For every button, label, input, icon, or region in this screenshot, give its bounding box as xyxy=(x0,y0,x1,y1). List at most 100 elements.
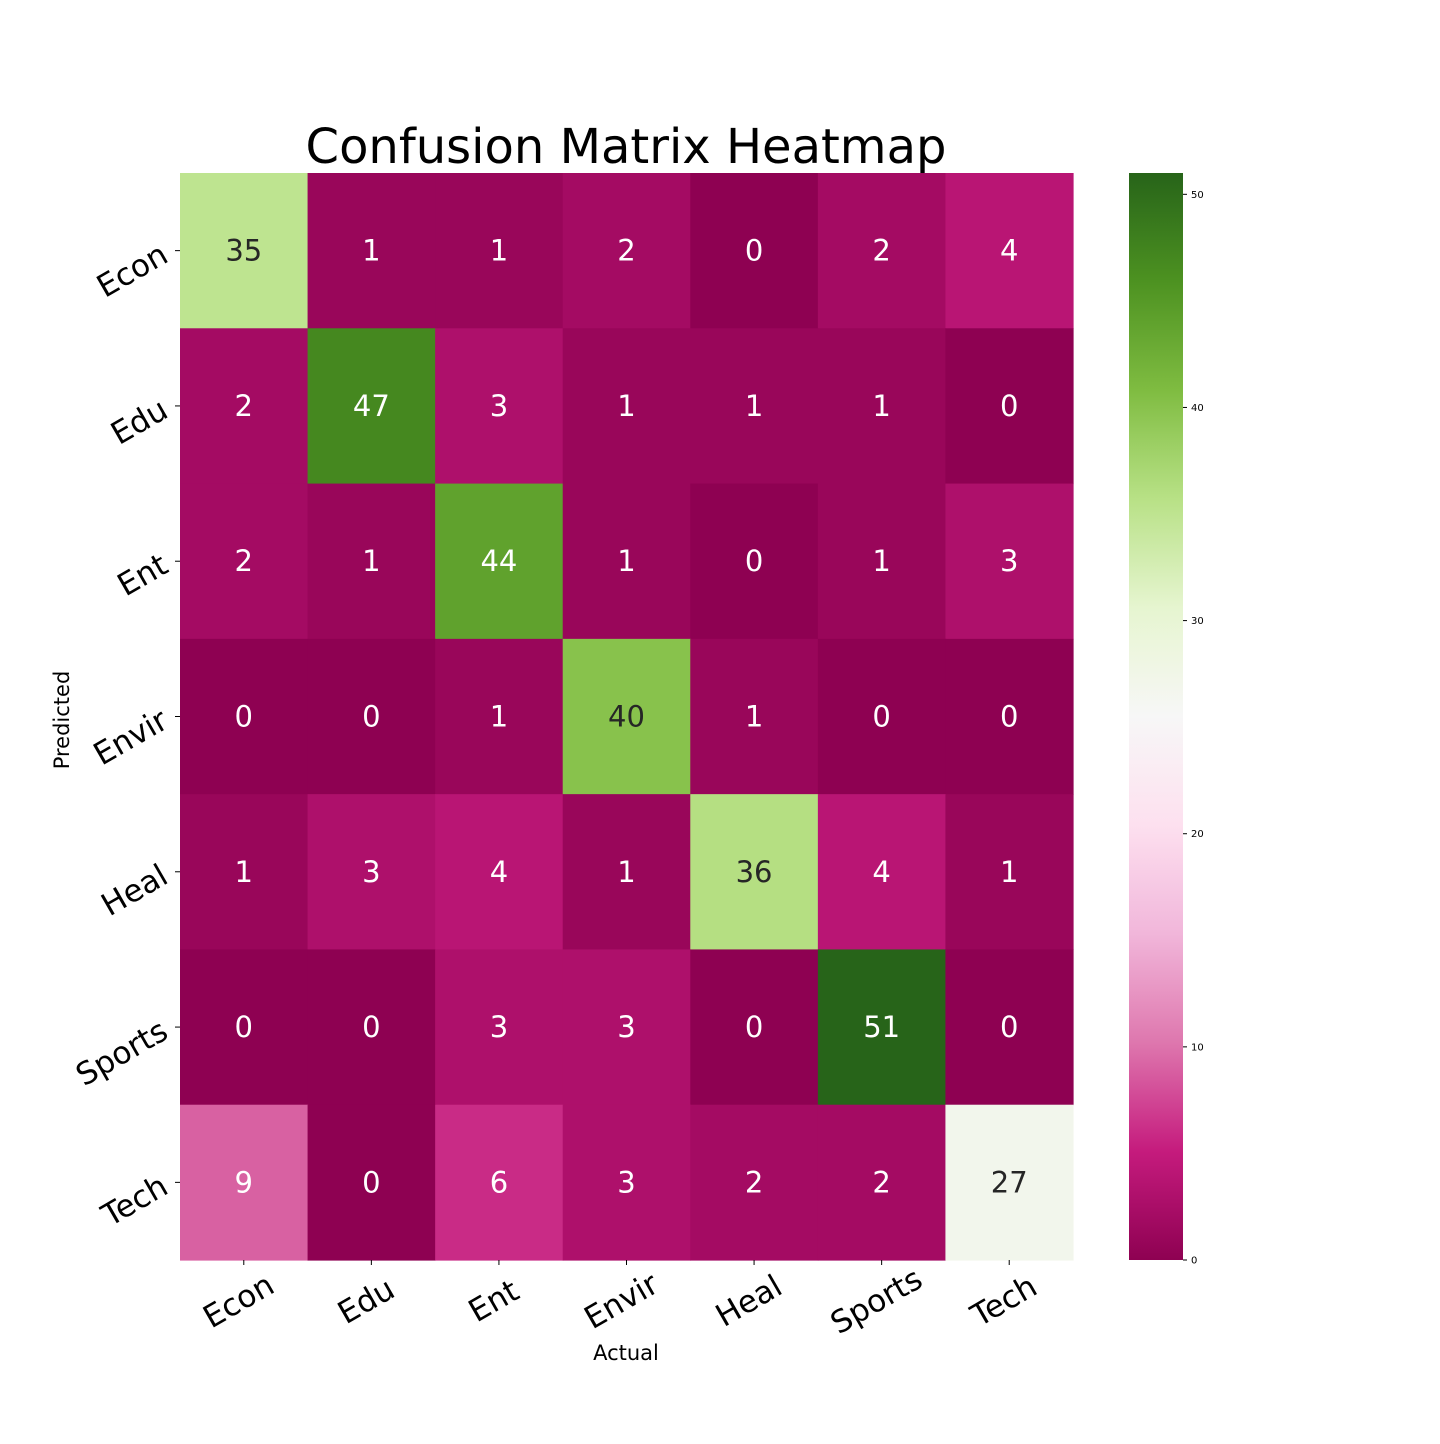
y-tick-label: Envir xyxy=(88,702,175,773)
cell-value-label: 2 xyxy=(745,1165,763,1199)
cell-value-label: 2 xyxy=(872,1165,890,1199)
cell-value-label: 1 xyxy=(235,855,253,889)
colorbar-tick-label: 40 xyxy=(1191,403,1204,414)
heatmap-cell xyxy=(562,794,691,951)
x-tick-label: Envir xyxy=(578,1266,665,1337)
cell-value-label: 3 xyxy=(362,855,380,889)
heatmap-cell xyxy=(945,638,1074,795)
x-tick-label: Econ xyxy=(197,1267,280,1336)
cell-value-label: 1 xyxy=(490,700,508,734)
heatmap-cell xyxy=(945,328,1074,485)
x-axis-ticks: Econ Edu Ent Envir Heal Sports Tech xyxy=(197,1260,1043,1342)
y-tick-label: Econ xyxy=(91,236,174,305)
x-tick-label: Sports xyxy=(825,1261,929,1342)
cell-value-label: 0 xyxy=(362,1010,380,1044)
x-tick-label: Ent xyxy=(463,1273,526,1330)
heatmap-cell-labels: 35 1 1 2 0 2 42 47 3 1 1 1 02 1 44 1 0 1 30 0 1 40 1 0 01 3 4 1 36 4 1… xyxy=(225,234,1027,1200)
cell-value-label: 3 xyxy=(617,1165,635,1199)
cell-value-label: 0 xyxy=(362,1165,380,1199)
cell-value-label: 40 xyxy=(608,700,645,734)
cell-value-label: 0 xyxy=(745,544,763,578)
heatmap-cell xyxy=(435,328,564,485)
cell-value-label: 2 xyxy=(872,234,890,268)
heatmap-cell xyxy=(690,949,819,1106)
colorbar-tick-label: 30 xyxy=(1191,616,1204,627)
heatmap-cell xyxy=(435,483,564,640)
heatmap-cell xyxy=(180,638,309,795)
cell-value-label: 36 xyxy=(736,855,773,889)
cell-value-label: 3 xyxy=(490,389,508,423)
heatmap-cell xyxy=(307,794,436,951)
heatmap-cell xyxy=(435,794,564,951)
heatmap-cell xyxy=(307,328,436,485)
heatmap-cell xyxy=(180,794,309,951)
cell-value-label: 4 xyxy=(872,855,890,889)
heatmap-cell xyxy=(690,1104,819,1261)
cell-value-label: 3 xyxy=(490,1010,508,1044)
cell-value-label: 3 xyxy=(617,1010,635,1044)
cell-value-label: 35 xyxy=(225,234,262,268)
cell-value-label: 3 xyxy=(1000,544,1018,578)
cell-value-label: 0 xyxy=(235,700,253,734)
cell-value-label: 2 xyxy=(617,234,635,268)
heatmap-cell xyxy=(817,949,947,1106)
cell-value-label: 1 xyxy=(872,544,890,578)
cell-value-label: 0 xyxy=(235,1010,253,1044)
colorbar: 0 10 20 30 40 50 xyxy=(1129,173,1204,1267)
heatmap-cell xyxy=(945,1104,1074,1261)
cell-value-label: 1 xyxy=(362,234,380,268)
heatmap-cell xyxy=(180,483,309,640)
heatmap-cell xyxy=(817,794,947,951)
x-axis-label: Actual xyxy=(593,1341,659,1365)
heatmap-cell xyxy=(562,173,691,329)
cell-value-label: 2 xyxy=(235,544,253,578)
colorbar-tick-label: 50 xyxy=(1191,190,1204,201)
cell-value-label: 4 xyxy=(490,855,508,889)
y-axis-ticks: Econ Edu Ent Envir Heal Sports Tech xyxy=(70,236,180,1235)
cell-value-label: 0 xyxy=(1000,1010,1018,1044)
heatmap-cell xyxy=(307,1104,436,1261)
heatmap-cell xyxy=(562,1104,691,1261)
cell-value-label: 1 xyxy=(745,700,763,734)
heatmap-cells xyxy=(180,173,1074,1261)
heatmap-cell xyxy=(307,483,436,640)
heatmap-cell xyxy=(307,173,436,329)
heatmap-cell xyxy=(180,328,309,485)
heatmap-cell xyxy=(435,949,564,1106)
cell-value-label: 1 xyxy=(872,389,890,423)
heatmap-cell xyxy=(817,483,947,640)
heatmap-cell xyxy=(180,173,309,329)
cell-value-label: 47 xyxy=(353,389,390,423)
heatmap-cell xyxy=(945,173,1074,329)
heatmap-cell xyxy=(180,949,309,1106)
heatmap-cell xyxy=(817,328,947,485)
cell-value-label: 1 xyxy=(362,544,380,578)
cell-value-label: 1 xyxy=(617,389,635,423)
cell-value-label: 1 xyxy=(1000,855,1018,889)
x-tick-label: Edu xyxy=(332,1271,401,1332)
colorbar-tick-label: 10 xyxy=(1191,1042,1204,1053)
colorbar-scale xyxy=(1129,173,1183,1260)
heatmap-cell xyxy=(562,949,691,1106)
heatmap-cell xyxy=(945,949,1074,1106)
heatmap-cell xyxy=(562,638,691,795)
heatmap-cell xyxy=(180,1104,309,1261)
cell-value-label: 9 xyxy=(235,1165,253,1199)
heatmap-cell xyxy=(435,1104,564,1261)
y-tick-label: Ent xyxy=(111,547,174,604)
cell-value-label: 44 xyxy=(480,544,517,578)
heatmap-cell xyxy=(435,173,564,329)
y-tick-label: Tech xyxy=(95,1168,174,1234)
x-tick-label: Tech xyxy=(964,1268,1043,1334)
heatmap-cell xyxy=(690,483,819,640)
cell-value-label: 1 xyxy=(745,389,763,423)
heatmap-cell xyxy=(817,1104,947,1261)
cell-value-label: 51 xyxy=(863,1010,900,1044)
cell-value-label: 4 xyxy=(1000,234,1018,268)
colorbar-tick-label: 20 xyxy=(1191,829,1204,840)
heatmap-cell xyxy=(945,483,1074,640)
heatmap-cell xyxy=(690,638,819,795)
x-tick-label: Heal xyxy=(710,1268,789,1334)
